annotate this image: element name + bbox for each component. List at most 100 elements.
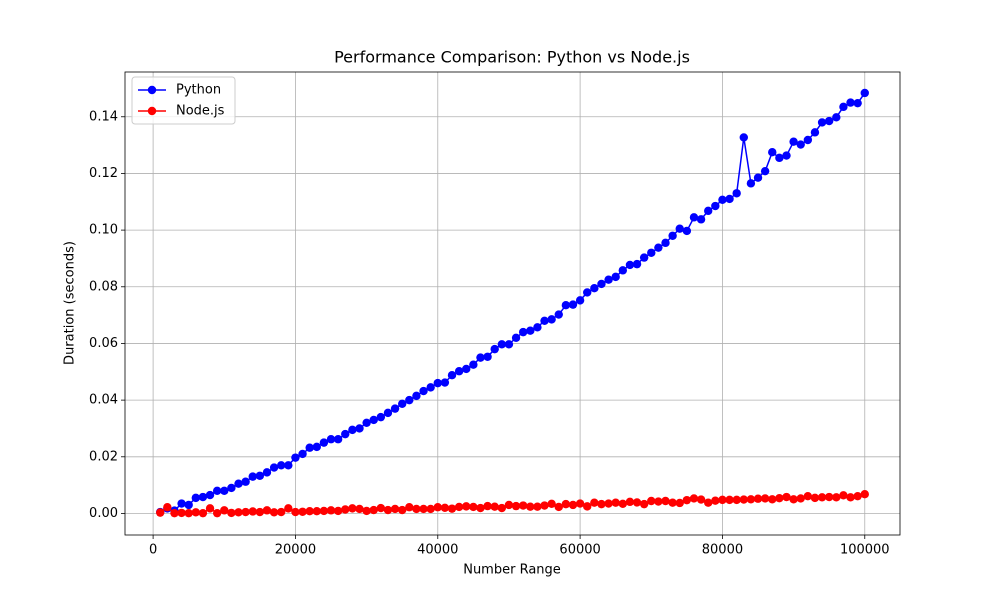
legend-box	[131, 76, 236, 125]
data-point	[348, 425, 357, 435]
data-point	[177, 499, 186, 508]
data-point	[554, 310, 563, 319]
x-axis-label: Number Range	[463, 563, 561, 578]
data-point	[696, 495, 706, 504]
data-point	[832, 113, 841, 122]
data-point	[241, 477, 250, 486]
data-point	[732, 495, 741, 505]
y-tick-label: 0.12	[89, 166, 118, 181]
data-point	[333, 435, 343, 444]
data-point	[440, 503, 450, 512]
data-point	[775, 493, 784, 503]
data-point	[483, 501, 492, 511]
data-point	[675, 498, 684, 508]
data-point	[618, 266, 628, 275]
data-point	[746, 495, 756, 504]
data-point	[419, 504, 428, 514]
data-point	[839, 491, 848, 500]
data-point	[412, 391, 421, 401]
data-point	[682, 226, 692, 236]
data-point	[163, 503, 172, 512]
data-point	[824, 492, 834, 502]
data-point	[803, 491, 813, 501]
x-tick-label: 80000	[702, 543, 743, 558]
data-point	[775, 153, 784, 163]
data-point	[326, 506, 336, 515]
data-point	[426, 504, 435, 514]
data-point	[568, 300, 578, 309]
data-point	[810, 493, 820, 503]
data-point	[753, 173, 763, 182]
data-point	[583, 502, 592, 511]
data-point	[397, 505, 407, 515]
data-point	[810, 128, 820, 137]
data-point	[846, 98, 855, 107]
data-point	[255, 471, 265, 480]
data-point	[597, 499, 606, 509]
data-point	[212, 486, 222, 495]
data-point	[846, 493, 855, 502]
data-point	[490, 344, 499, 354]
data-point	[447, 504, 457, 513]
data-point	[696, 215, 706, 224]
data-point	[234, 479, 243, 488]
data-point	[689, 494, 699, 503]
data-point	[661, 496, 670, 506]
data-point	[433, 378, 442, 388]
legend-marker	[147, 106, 157, 116]
data-point	[760, 166, 770, 176]
data-point	[768, 147, 777, 157]
data-point	[184, 508, 193, 518]
x-tick-label: 60000	[559, 543, 600, 558]
y-tick-label: 0.06	[89, 336, 118, 351]
data-point	[518, 327, 528, 337]
data-point	[383, 505, 393, 515]
data-point	[497, 340, 507, 349]
data-point	[205, 490, 215, 500]
data-point	[383, 408, 393, 418]
data-point	[732, 189, 741, 198]
data-point	[540, 501, 549, 510]
data-point	[632, 259, 642, 269]
data-point	[376, 412, 386, 422]
data-point	[575, 499, 585, 508]
data-point	[739, 495, 748, 504]
data-point	[312, 506, 321, 516]
data-point	[376, 503, 386, 513]
data-point	[568, 500, 578, 510]
data-point	[248, 472, 257, 481]
data-point	[647, 496, 656, 506]
data-point	[462, 502, 471, 511]
data-point	[504, 340, 514, 349]
data-point	[447, 370, 457, 380]
data-point	[220, 486, 229, 495]
data-point	[305, 506, 314, 516]
y-tick-label: 0.00	[89, 506, 118, 521]
data-point	[768, 495, 777, 504]
data-point	[277, 507, 286, 517]
data-point	[604, 275, 613, 284]
data-point	[341, 429, 350, 439]
data-point	[746, 179, 756, 188]
y-axis-label: Duration (seconds)	[63, 241, 78, 365]
data-point	[191, 493, 201, 503]
data-point	[469, 502, 478, 512]
data-point	[419, 386, 428, 396]
data-point	[554, 502, 563, 512]
data-point	[533, 502, 542, 511]
data-point	[639, 499, 649, 509]
data-point	[248, 507, 257, 516]
data-point	[725, 495, 734, 505]
data-point	[298, 449, 307, 459]
data-point	[782, 151, 791, 160]
y-tick-label: 0.04	[89, 393, 118, 408]
data-point	[497, 503, 507, 513]
data-point	[326, 435, 336, 444]
data-point	[704, 206, 713, 216]
data-point	[269, 463, 279, 472]
data-point	[611, 498, 620, 507]
data-point	[832, 493, 841, 502]
data-point	[789, 495, 798, 504]
data-point	[817, 118, 827, 127]
data-point	[198, 508, 208, 518]
